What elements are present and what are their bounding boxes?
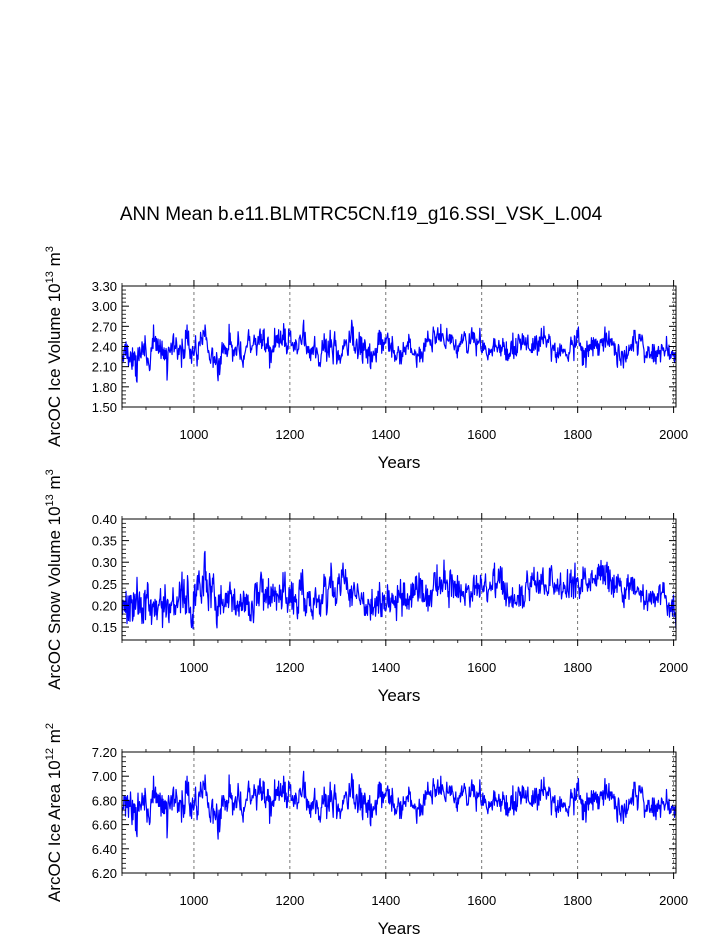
x-tick-label: 1800 [563,427,592,442]
x-tick-label: 1000 [179,893,208,908]
x-axis-label: Years [378,686,421,705]
y-tick-label: 3.00 [92,299,117,314]
y-tick-label: 6.60 [92,818,117,833]
y-axis-label: ArcOC Ice Volume 1013 m3 [44,246,64,447]
snow-volume-series-line [121,550,677,630]
y-tick-label: 2.40 [92,340,117,355]
y-tick-label: 6.20 [92,866,117,881]
y-axis-label: ArcOC Snow Volume 1013 m3 [44,469,64,690]
panel-snow-volume: 0.15 0.20 0.25 0.30 0.35 0.40 1000 1200 1400 1600… [44,469,688,705]
x-tick-label: 1400 [371,427,400,442]
x-tick-label: 1200 [275,893,304,908]
plot-frame [121,751,677,874]
y-axis-label-exponent: 13 [44,271,56,283]
y-axis-label-unit-exponent: 3 [44,246,56,252]
y-tick-label: 0.30 [92,555,117,570]
y-tick-label: 0.25 [92,577,117,592]
panel-ice-volume: 1.50 1.80 2.10 2.40 2.70 3.00 3.30 1000 1200 1400… [44,246,688,472]
x-tick-label: 1600 [467,893,496,908]
y-tick-label: 0.35 [92,534,117,549]
y-axis-label-text: ArcOC Ice Area 10 [45,760,64,902]
x-tick-label: 1200 [275,427,304,442]
y-tick-label: 0.20 [92,598,117,613]
panels: 1.50 1.80 2.10 2.40 2.70 3.00 3.30 1000 1200 1400… [44,246,688,935]
x-axis-label: Years [378,919,421,935]
y-tick-label: 0.40 [92,512,117,527]
y-axis-label-unit-exponent: 2 [44,723,56,729]
x-tick-label: 2000 [659,893,688,908]
x-tick-label: 1800 [563,660,592,675]
x-axis-label: Years [378,453,421,472]
y-tick-label: 1.50 [92,400,117,415]
y-tick-label: 2.10 [92,360,117,375]
x-tick-label: 2000 [659,660,688,675]
y-axis-label-unit: m [45,729,64,748]
x-tick-label: 1800 [563,893,592,908]
x-tick-label: 1000 [179,660,208,675]
y-axis-label-text: ArcOC Ice Volume 10 [45,283,64,446]
y-tick-label: 6.40 [92,842,117,857]
y-axis-label-exponent: 12 [44,748,56,760]
y-axis-label: ArcOC Ice Area 1012 m2 [44,723,64,902]
x-tick-label: 1400 [371,660,400,675]
figure-title: ANN Mean b.e11.BLMTRC5CN.f19_g16.SSI_VSK… [120,204,603,225]
x-tick-label: 1000 [179,427,208,442]
y-tick-label: 0.15 [92,620,117,635]
y-tick-label: 1.80 [92,380,117,395]
y-axis-label-unit: m [45,252,64,271]
ice-volume-series-line [121,319,677,383]
x-tick-label: 1600 [467,427,496,442]
y-axis-label-exponent: 13 [44,494,56,506]
x-tick-label: 1400 [371,893,400,908]
y-axis-label-unit: m [45,475,64,494]
y-axis-label-unit-exponent: 3 [44,469,56,475]
y-tick-label: 7.00 [92,769,117,784]
y-tick-label: 7.20 [92,745,117,760]
x-tick-label: 1600 [467,660,496,675]
y-tick-label: 3.30 [92,279,117,294]
x-tick-label: 1200 [275,660,304,675]
y-tick-label: 6.80 [92,793,117,808]
panel-ice-area: 6.20 6.40 6.60 6.80 7.00 7.20 1000 1200 1400 1600… [44,723,688,935]
x-tick-label: 2000 [659,427,688,442]
y-axis-label-text: ArcOC Snow Volume 10 [45,506,64,689]
y-tick-label: 2.70 [92,319,117,334]
ice-area-series-line [121,770,677,840]
